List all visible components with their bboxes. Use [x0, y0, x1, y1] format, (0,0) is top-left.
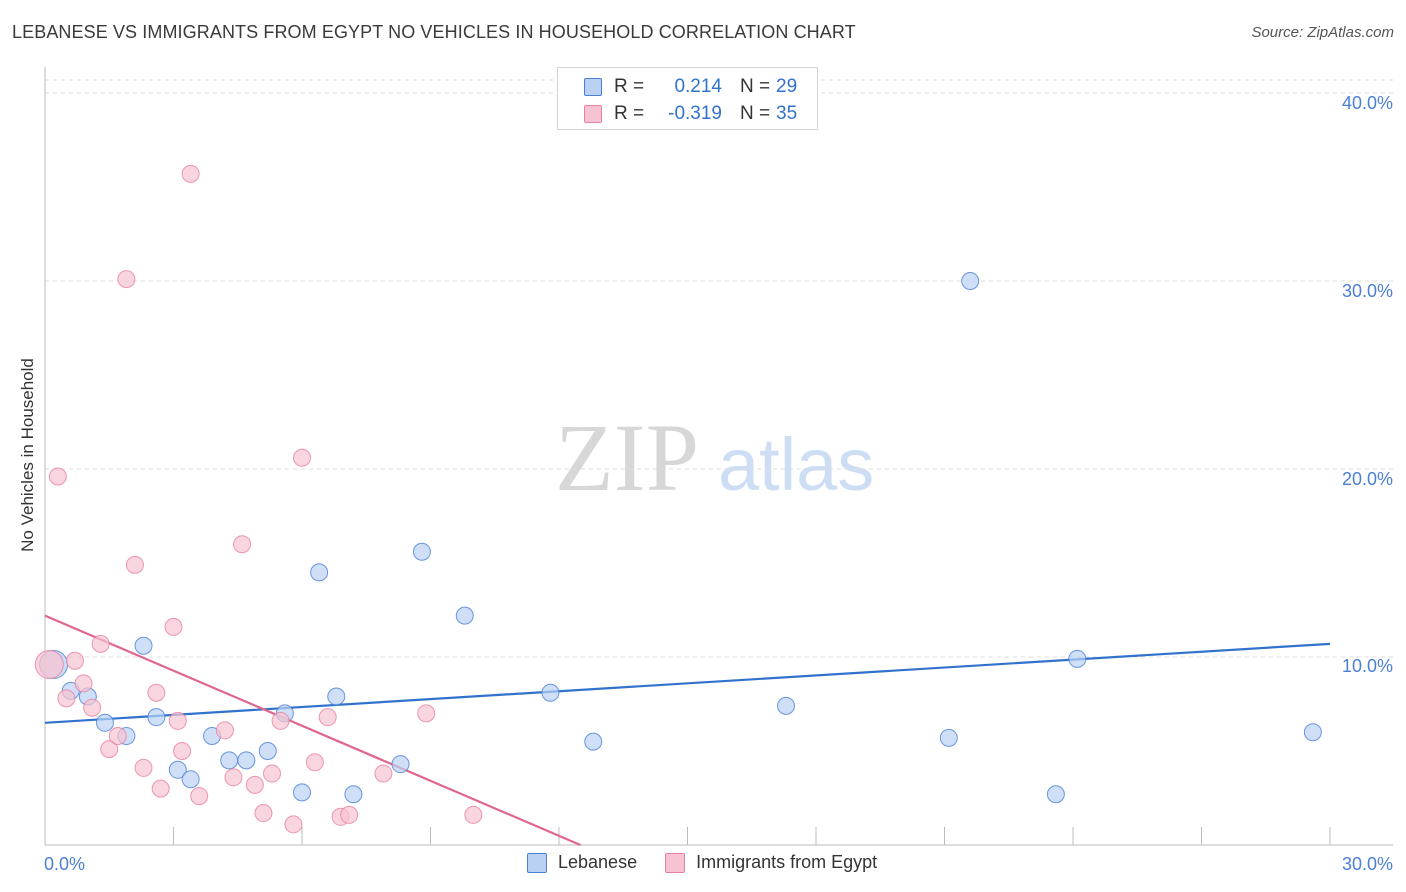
egypt-point — [57, 689, 76, 708]
egypt-point — [181, 164, 200, 183]
egypt-point — [48, 467, 67, 486]
legend-n-key: N = — [740, 103, 771, 124]
lebanese-point — [327, 687, 346, 706]
egypt-point — [417, 704, 436, 723]
y-tick-label: 30.0% — [1342, 281, 1393, 301]
egypt-point — [65, 651, 84, 670]
lebanese-point — [412, 542, 431, 561]
egypt-trend-line — [44, 614, 581, 847]
lebanese-point — [1068, 649, 1087, 668]
legend-r-value: -0.319 — [668, 103, 722, 124]
lebanese-point — [168, 760, 187, 779]
lebanese-point — [1046, 785, 1065, 804]
egypt-point — [134, 758, 153, 777]
x-tick-label: 30.0% — [1342, 854, 1393, 874]
series-legend: Lebanese Immigrants from Egypt — [527, 852, 905, 873]
gridlines — [45, 79, 1393, 658]
egypt-point — [173, 742, 192, 760]
x-tick-label: 0.0% — [44, 854, 85, 874]
legend-r-key: R = — [614, 103, 645, 124]
legend-label-egypt: Immigrants from Egypt — [696, 852, 878, 872]
egypt-point — [215, 721, 234, 740]
lebanese-point — [455, 606, 474, 625]
correlation-legend: R = 0.214 N = 29 R = -0.319 N = 35 — [557, 67, 818, 130]
data-points — [34, 164, 1322, 834]
lebanese-point — [961, 272, 980, 290]
egypt-point — [254, 804, 273, 823]
watermark-atlas: atlas — [718, 423, 874, 506]
legend-label-lebanese: Lebanese — [558, 852, 638, 872]
legend-n-key: N = — [740, 76, 771, 97]
legend-n-value: 29 — [776, 76, 798, 97]
lebanese-point — [777, 696, 796, 715]
legend-swatch-pink — [665, 852, 686, 873]
egypt-point — [233, 535, 252, 554]
lebanese-trend-line — [44, 642, 1331, 724]
egypt-point — [263, 764, 282, 783]
legend-swatch-blue — [527, 852, 547, 873]
lebanese-point — [1303, 723, 1322, 742]
lebanese-point — [237, 751, 256, 770]
egypt-point — [164, 617, 183, 636]
y-tick-label: 10.0% — [1342, 656, 1393, 676]
lebanese-point — [584, 732, 603, 751]
egypt-point — [464, 805, 483, 824]
egypt-point — [224, 768, 243, 787]
watermark: ZIP atlas — [555, 404, 874, 511]
legend-row-egypt: R = -0.319 N = 35 — [584, 102, 797, 126]
y-tick-label: 40.0% — [1342, 93, 1393, 113]
egypt-point — [340, 805, 359, 824]
egypt-point — [151, 779, 170, 798]
egypt-point — [108, 726, 127, 745]
lebanese-point — [344, 785, 363, 804]
lebanese-point — [147, 708, 166, 727]
egypt-point — [147, 683, 166, 702]
egypt-point — [318, 708, 337, 727]
legend-item-egypt: Immigrants from Egypt — [665, 852, 877, 873]
lebanese-point — [310, 563, 329, 582]
axes — [44, 67, 1393, 846]
egypt-point — [374, 764, 393, 783]
lebanese-point — [258, 742, 277, 760]
egypt-point — [74, 674, 93, 693]
lebanese-point — [95, 713, 114, 732]
lebanese-point — [541, 683, 560, 702]
lebanese-point — [293, 783, 311, 802]
legend-swatch-pink — [584, 105, 602, 123]
egypt-point — [284, 815, 303, 834]
lebanese-point — [391, 755, 410, 774]
egypt-point — [245, 775, 264, 794]
watermark-zip: ZIP — [555, 404, 699, 511]
lebanese-point — [134, 636, 153, 655]
legend-r-key: R = — [614, 76, 645, 97]
y-tick-label: 20.0% — [1342, 469, 1393, 489]
chart-title: LEBANESE VS IMMIGRANTS FROM EGYPT NO VEH… — [12, 22, 856, 42]
egypt-point — [293, 448, 311, 467]
egypt-point — [117, 270, 136, 289]
lebanese-point — [181, 770, 200, 789]
egypt-point — [305, 753, 324, 772]
trend-lines — [44, 614, 1331, 847]
legend-item-lebanese: Lebanese — [527, 852, 637, 873]
source-label: Source: ZipAtlas.com — [1251, 24, 1394, 41]
egypt-point — [125, 555, 144, 574]
egypt-point — [34, 650, 64, 680]
tick-labels: 10.0% 20.0% 30.0% 40.0% 0.0% 30.0% — [44, 93, 1393, 874]
legend-r-value: 0.214 — [674, 76, 722, 97]
legend-n-value: 35 — [776, 103, 798, 124]
lebanese-point — [220, 751, 239, 770]
egypt-point — [83, 698, 102, 717]
egypt-point — [91, 634, 110, 653]
egypt-point — [100, 740, 119, 759]
lebanese-point — [939, 728, 958, 747]
egypt-point — [271, 711, 290, 730]
y-axis-label: No Vehicles in Household — [18, 358, 37, 552]
legend-swatch-blue — [584, 78, 602, 96]
egypt-point — [168, 711, 187, 730]
legend-row-lebanese: R = 0.214 N = 29 — [584, 75, 797, 99]
egypt-point — [190, 787, 209, 806]
